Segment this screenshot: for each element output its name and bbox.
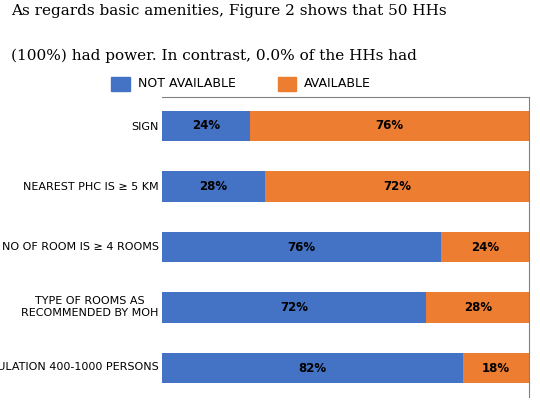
Bar: [162, 353, 463, 383]
Text: TYPE OF ROOMS AS
RECOMMENDED BY MOH: TYPE OF ROOMS AS RECOMMENDED BY MOH: [22, 296, 159, 318]
Text: 76%: 76%: [376, 119, 404, 132]
Bar: [265, 171, 529, 202]
Bar: [250, 111, 529, 141]
Text: 28%: 28%: [464, 301, 492, 314]
Text: 72%: 72%: [383, 180, 411, 193]
Text: 24%: 24%: [471, 241, 499, 254]
Text: 82%: 82%: [299, 362, 327, 375]
Bar: [162, 292, 427, 323]
Bar: [162, 111, 250, 141]
Text: 24%: 24%: [192, 119, 220, 132]
Bar: [427, 292, 529, 323]
Bar: [162, 232, 441, 262]
Text: (100%) had power. In contrast, 0.0% of the HHs had: (100%) had power. In contrast, 0.0% of t…: [11, 49, 417, 64]
Text: 28%: 28%: [199, 180, 227, 193]
Text: As regards basic amenities, Figure 2 shows that 50 HHs: As regards basic amenities, Figure 2 sho…: [11, 4, 447, 19]
Text: AVAILABLE: AVAILABLE: [304, 77, 371, 90]
Text: NOT AVAILABLE: NOT AVAILABLE: [138, 77, 235, 90]
Text: NEAREST PHC IS ≥ 5 KM: NEAREST PHC IS ≥ 5 KM: [23, 182, 159, 192]
Text: NO OF ROOM IS ≥ 4 ROOMS: NO OF ROOM IS ≥ 4 ROOMS: [2, 242, 159, 252]
Text: SIGN: SIGN: [131, 122, 159, 132]
Text: 18%: 18%: [482, 362, 510, 375]
Bar: [463, 353, 529, 383]
Bar: [441, 232, 529, 262]
Text: 76%: 76%: [287, 241, 315, 254]
Bar: [278, 77, 296, 91]
Text: 72%: 72%: [280, 301, 308, 314]
Text: POPULATION 400-1000 PERSONS: POPULATION 400-1000 PERSONS: [0, 362, 159, 372]
Bar: [162, 171, 265, 202]
Bar: [111, 77, 130, 91]
